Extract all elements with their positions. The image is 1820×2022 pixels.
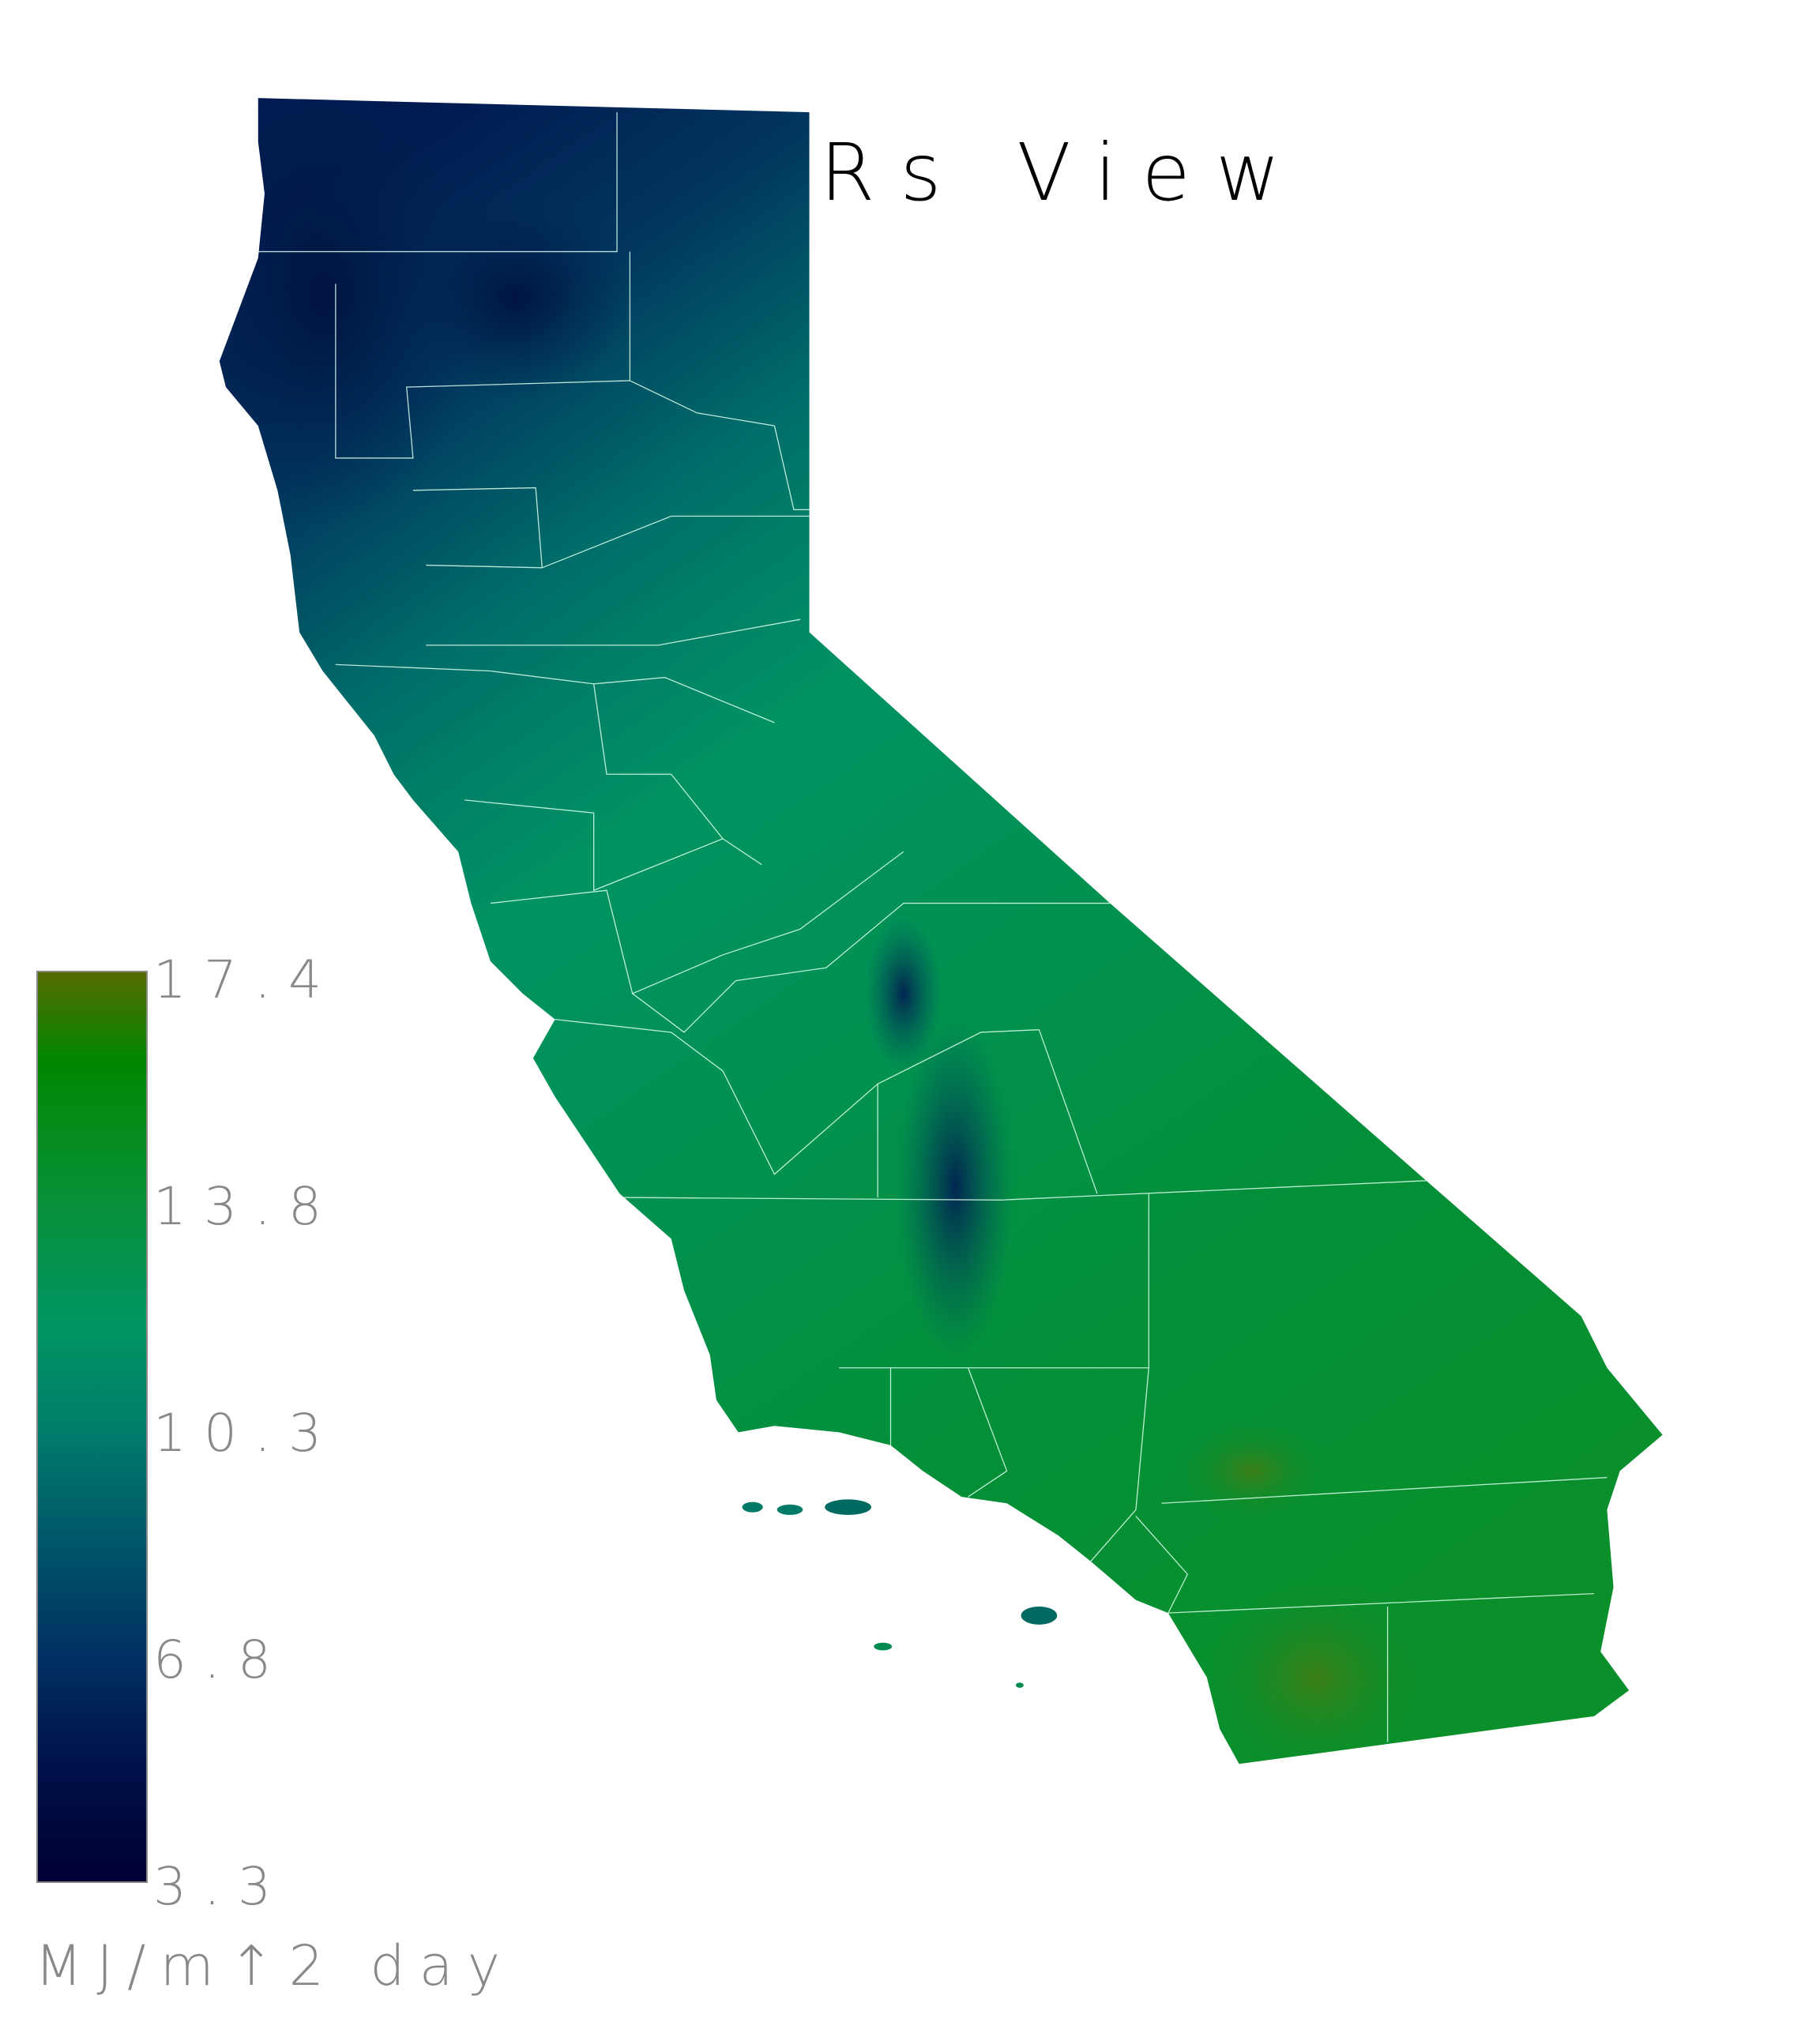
colorbar-tick-min: 3.3 [153,1856,288,1917]
colorbar-tick: 10.3 [153,1403,339,1464]
county-borders [258,112,1608,1742]
channel-islands [742,1499,1058,1688]
colorbar-units: MJ/m↑2 day [35,1934,515,1998]
colorbar-tick-max: 17.4 [153,949,339,1010]
colorbar [36,971,148,1883]
map-title: Rs View [820,126,1306,219]
colorbar-tick: 13.8 [153,1176,339,1237]
island [1015,1682,1024,1688]
island [825,1499,871,1515]
island [777,1504,803,1515]
sierra-north-low-area [864,915,942,1071]
island [874,1642,893,1651]
california-outline [219,98,1663,1765]
desert-high-area-1 [1200,1574,1433,1765]
sierra-low-area [897,1019,1013,1355]
desert-high-area-2 [1174,1419,1330,1523]
colorbar-tick: 6.8 [153,1629,288,1690]
island [1021,1606,1058,1625]
klamath-low-area [400,194,633,400]
island [742,1501,763,1513]
